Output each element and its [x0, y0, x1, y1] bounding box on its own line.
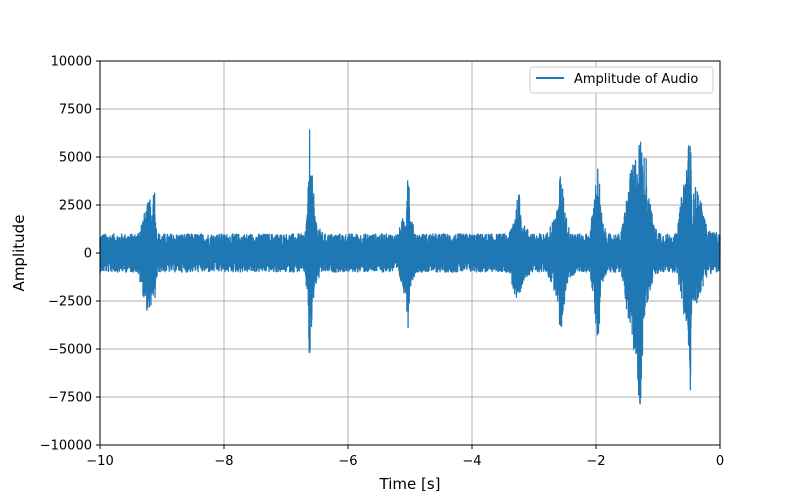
x-axis-label: Time [s] [379, 475, 441, 493]
y-tick-label: 2500 [59, 199, 92, 214]
y-tick-label: 7500 [59, 103, 92, 118]
y-axis-label: Amplitude [10, 215, 28, 292]
x-tick-label: −10 [86, 454, 113, 469]
y-tick-label: −5000 [48, 343, 92, 358]
y-tick-label: −7500 [48, 391, 92, 406]
y-tick-label: 5000 [59, 151, 92, 166]
legend-entry-label: Amplitude of Audio [574, 72, 698, 87]
series-amplitude-of-audio [99, 129, 721, 405]
y-tick-label: −10000 [40, 439, 92, 454]
y-axis-ticks: −10000 −7500 −5000 −2500 0 2500 5000 7500 10000 [40, 55, 100, 454]
y-tick-label: −2500 [48, 295, 92, 310]
y-tick-label: 10000 [51, 55, 92, 70]
y-tick-label: 0 [84, 247, 92, 262]
series-line-amplitude-of-audio [99, 129, 721, 405]
x-tick-label: −8 [214, 454, 233, 469]
x-tick-label: 0 [716, 454, 724, 469]
legend-box [529, 66, 714, 94]
x-tick-label: −6 [338, 454, 357, 469]
x-axis-ticks: −10 −8 −6 −4 −2 0 [86, 445, 724, 469]
legend: Amplitude of Audio [529, 66, 714, 94]
x-tick-label: −4 [462, 454, 481, 469]
x-tick-label: −2 [586, 454, 605, 469]
